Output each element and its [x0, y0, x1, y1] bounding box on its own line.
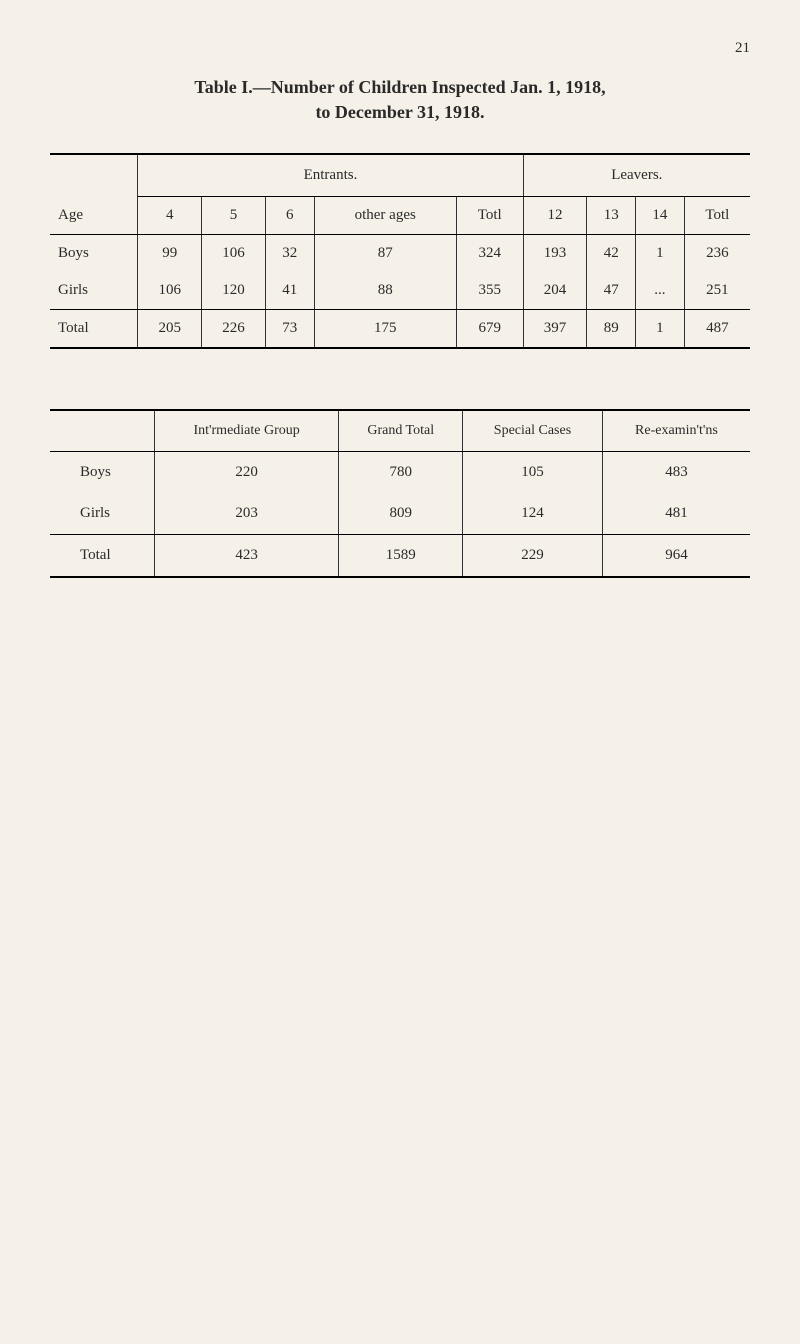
cell: 780 — [339, 452, 463, 494]
cell: 41 — [265, 272, 314, 309]
cell: 481 — [602, 493, 750, 534]
cell: 423 — [154, 535, 339, 578]
cell: 483 — [602, 452, 750, 494]
cell: 42 — [587, 235, 636, 273]
cell: 205 — [138, 310, 202, 349]
entrants-header: Entrants. — [138, 154, 523, 197]
col-13: 13 — [587, 197, 636, 235]
cell: 964 — [602, 535, 750, 578]
col-14: 14 — [636, 197, 685, 235]
cell: 87 — [314, 235, 456, 273]
cell: 47 — [587, 272, 636, 309]
col-special-cases: Special Cases — [463, 410, 603, 452]
cell: 324 — [456, 235, 523, 273]
row-label: Total — [50, 535, 154, 578]
cell: 88 — [314, 272, 456, 309]
entrants-leavers-table-container: Entrants. Leavers. Age 4 5 6 other ages … — [50, 153, 750, 578]
leavers-header: Leavers. — [523, 154, 750, 197]
group-header-row: Entrants. Leavers. — [50, 154, 750, 197]
cell: 193 — [523, 235, 587, 273]
row-label: Total — [50, 310, 138, 349]
table-title-line1: Table I.—Number of Children Inspected Ja… — [50, 77, 750, 98]
col-5: 5 — [202, 197, 266, 235]
col-reexaminations: Re-examin't'ns — [602, 410, 750, 452]
cell: 73 — [265, 310, 314, 349]
cell: 32 — [265, 235, 314, 273]
cell: 99 — [138, 235, 202, 273]
row-label: Girls — [50, 272, 138, 309]
table-row-girls: Girls 106 120 41 88 355 204 47 ... 251 — [50, 272, 750, 309]
page-number: 21 — [50, 40, 750, 57]
cell: 1 — [636, 310, 685, 349]
col-totl-entrants: Totl — [456, 197, 523, 235]
row-label: Boys — [50, 235, 138, 273]
cell: 355 — [456, 272, 523, 309]
col-4: 4 — [138, 197, 202, 235]
cell: 124 — [463, 493, 603, 534]
summary-row-girls: Girls 203 809 124 481 — [50, 493, 750, 534]
col-6: 6 — [265, 197, 314, 235]
cell: 106 — [138, 272, 202, 309]
row-label: Girls — [50, 493, 154, 534]
cell: 1 — [636, 235, 685, 273]
table-title-line2: to December 31, 1918. — [50, 102, 750, 123]
cell: 106 — [202, 235, 266, 273]
cell: 203 — [154, 493, 339, 534]
cell: 204 — [523, 272, 587, 309]
cell: 1589 — [339, 535, 463, 578]
cell: 236 — [684, 235, 750, 273]
cell: 105 — [463, 452, 603, 494]
summary-table: Int'rmediate Group Grand Total Special C… — [50, 409, 750, 578]
cell: 397 — [523, 310, 587, 349]
col-grand-total: Grand Total — [339, 410, 463, 452]
cell: 251 — [684, 272, 750, 309]
cell: 120 — [202, 272, 266, 309]
cell: 175 — [314, 310, 456, 349]
column-header-row: Age 4 5 6 other ages Totl 12 13 14 Totl — [50, 197, 750, 235]
cell: 220 — [154, 452, 339, 494]
cell: 229 — [463, 535, 603, 578]
cell: 487 — [684, 310, 750, 349]
col-other-ages: other ages — [314, 197, 456, 235]
cell: 89 — [587, 310, 636, 349]
col-age: Age — [50, 197, 138, 235]
row-label: Boys — [50, 452, 154, 494]
table-row-total: Total 205 226 73 175 679 397 89 1 487 — [50, 310, 750, 349]
cell: 809 — [339, 493, 463, 534]
summary-column-header-row: Int'rmediate Group Grand Total Special C… — [50, 410, 750, 452]
col-12: 12 — [523, 197, 587, 235]
cell: 226 — [202, 310, 266, 349]
col-totl-leavers: Totl — [684, 197, 750, 235]
summary-row-total: Total 423 1589 229 964 — [50, 535, 750, 578]
cell: ... — [636, 272, 685, 309]
summary-row-boys: Boys 220 780 105 483 — [50, 452, 750, 494]
table-row-boys: Boys 99 106 32 87 324 193 42 1 236 — [50, 235, 750, 273]
col-blank — [50, 410, 154, 452]
cell: 679 — [456, 310, 523, 349]
col-intermediate: Int'rmediate Group — [154, 410, 339, 452]
entrants-leavers-table: Entrants. Leavers. Age 4 5 6 other ages … — [50, 153, 750, 349]
